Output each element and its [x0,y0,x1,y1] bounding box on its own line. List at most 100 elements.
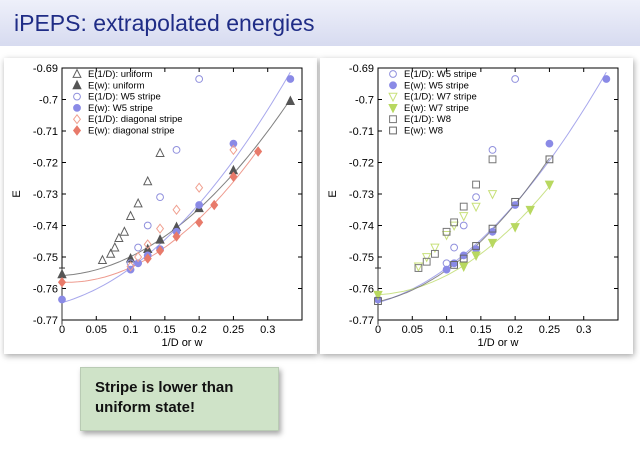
callout-text: Stripe is lower than uniform state! [95,379,234,416]
chart0-series-4 [126,144,238,272]
chart1-series-0 [442,75,520,268]
chart1-point-s5-3 [472,242,480,250]
chart0-point-s0-0 [97,254,108,265]
chart0-point-s1-0 [57,268,67,279]
chart0-xlabel: 1/D or w [162,337,203,349]
chart0-point-s0-4 [119,226,130,236]
chart0-point-s3-8 [286,75,295,83]
chart0-legend-label-3: E(w): W5 stripe [88,103,153,114]
chart1-point-s0-1 [450,243,459,252]
chart1-xlabel: 1/D or w [478,337,519,349]
chart0-xtick-label: 0.15 [154,324,175,336]
chart1-point-s3-1 [459,262,469,272]
chart1-point-s1-8 [602,75,611,83]
chart1-point-s3-0 [373,290,383,301]
chart1-point-s0-0 [442,259,451,268]
chart-left: -0.69 -0.7 -0.71 -0.72 -0.73 -0.74 -0.75 -0.76 -… [11,63,303,349]
chart1-point-s2-7 [487,190,498,200]
chart1-point-s5-6 [545,155,554,164]
chart0-point-s2-1 [134,243,143,252]
chart1-xtick-label: 0.25 [539,324,560,336]
chart1-point-s3-2 [471,251,481,261]
chart1-point-s1-2 [450,259,459,268]
chart0-legend-marker-0 [72,68,82,78]
chart0-axes: -0.69 -0.7 -0.71 -0.72 -0.73 -0.74 -0.75 -0.76 -… [11,63,302,349]
chart0-point-s3-6 [195,201,204,209]
chart1-point-s4-6 [472,180,480,189]
chart0-point-s4-1 [134,251,143,263]
chart1-legend-marker-3 [388,104,398,114]
chart0-series-5 [57,146,263,288]
chart0-series-0 [97,147,165,265]
chart0-point-s5-4 [195,217,204,228]
chart1-legend-marker-1 [389,81,397,90]
chart0-xtick-label: 0.25 [223,324,244,336]
chart0-ytick-label: -0.71 [33,126,58,138]
chart1-ytick-label: -0.75 [349,252,374,264]
chart0-point-s0-5 [125,210,136,220]
chart0-xtick-label: 0.1 [123,324,138,336]
chart-panel-right: -0.69 -0.7 -0.71 -0.72 -0.73 -0.74 -0.75 -0.76 -… [320,58,633,354]
chart1-legend-marker-5 [389,126,397,135]
chart0-xtick-label: 0.2 [191,324,206,336]
chart0-legend-marker-1 [72,79,82,90]
slide-title: iPEPS: extrapolated energies [14,10,315,36]
chart0-point-s5-2 [156,245,165,256]
chart1-xtick-label: 0.15 [470,324,491,336]
chart0-point-s4-0 [126,261,135,272]
chart1-xtick-label: 0.1 [439,324,454,336]
chart1-xtick-label: 0.2 [507,324,522,336]
chart1-series-5 [374,155,554,305]
chart0-ytick-label: -0.75 [33,252,58,264]
chart1-legend-label-4: E(1/D): W8 [404,114,451,125]
chart0-point-s5-1 [143,253,152,264]
chart1-axes: -0.69 -0.7 -0.71 -0.72 -0.73 -0.74 -0.75 -0.76 -… [327,63,618,349]
chart0-point-s0-2 [110,242,120,252]
chart1-point-s3-4 [510,223,520,233]
chart0-ytick-label: -0.77 [33,315,58,327]
chart0-ytick-label: -0.74 [33,221,58,233]
chart1-legend-marker-0 [389,70,397,78]
chart1-point-s4-5 [459,202,468,211]
chart0-point-s0-3 [114,232,124,242]
chart0-point-s0-8 [155,147,165,157]
chart0-ytick-label: -0.72 [33,158,58,170]
chart1-point-s1-1 [442,265,451,274]
chart1-ytick-label: -0.77 [349,315,374,327]
chart1-point-s4-1 [422,257,431,266]
chart1-point-s2-6 [471,202,481,213]
chart0-point-s4-4 [172,204,181,215]
chart0-point-s4-3 [156,223,165,234]
chart-right: -0.69 -0.7 -0.71 -0.72 -0.73 -0.74 -0.75 -0.76 -… [327,63,619,349]
chart1-point-s0-4 [488,146,497,154]
chart0-legend-marker-4 [72,113,82,125]
chart0-point-s0-1 [105,248,116,258]
chart1-point-s4-4 [450,218,459,227]
chart0-legend-label-2: E(1/D): W5 stripe [88,92,161,103]
chart1-ylabel: E [327,190,339,197]
chart0-point-s3-7 [229,139,238,148]
chart0-point-s1-7 [285,95,296,105]
chart0-point-s5-3 [172,231,181,242]
chart0-point-s5-5 [210,199,219,211]
chart0-xtick-label: 0 [59,324,65,336]
chart1-ytick-label: -0.7 [355,95,374,107]
chart0-xtick-label: 0.3 [260,324,275,336]
chart1-xtick-label: 0 [375,324,381,336]
chart0-point-s4-5 [195,182,204,193]
title-bar: iPEPS: extrapolated energies [0,0,640,46]
chart0-fit-curve-5 [61,149,259,283]
chart0-point-s3-0 [58,295,66,304]
chart1-legend-label-2: E(1/D): W7 stripe [404,92,477,103]
chart1-point-s5-5 [511,197,520,206]
chart0-point-s4-2 [143,239,152,250]
chart0-point-s2-5 [195,75,204,83]
chart1-point-s0-2 [459,221,468,230]
conclusion-callout: Stripe is lower than uniform state! [80,367,279,431]
chart1-legend-label-5: E(w): W8 [404,126,443,137]
chart0-point-s2-2 [143,221,152,230]
chart1-point-s4-3 [442,227,451,236]
chart1-point-s4-0 [414,264,423,272]
chart0-point-s0-7 [143,175,153,186]
